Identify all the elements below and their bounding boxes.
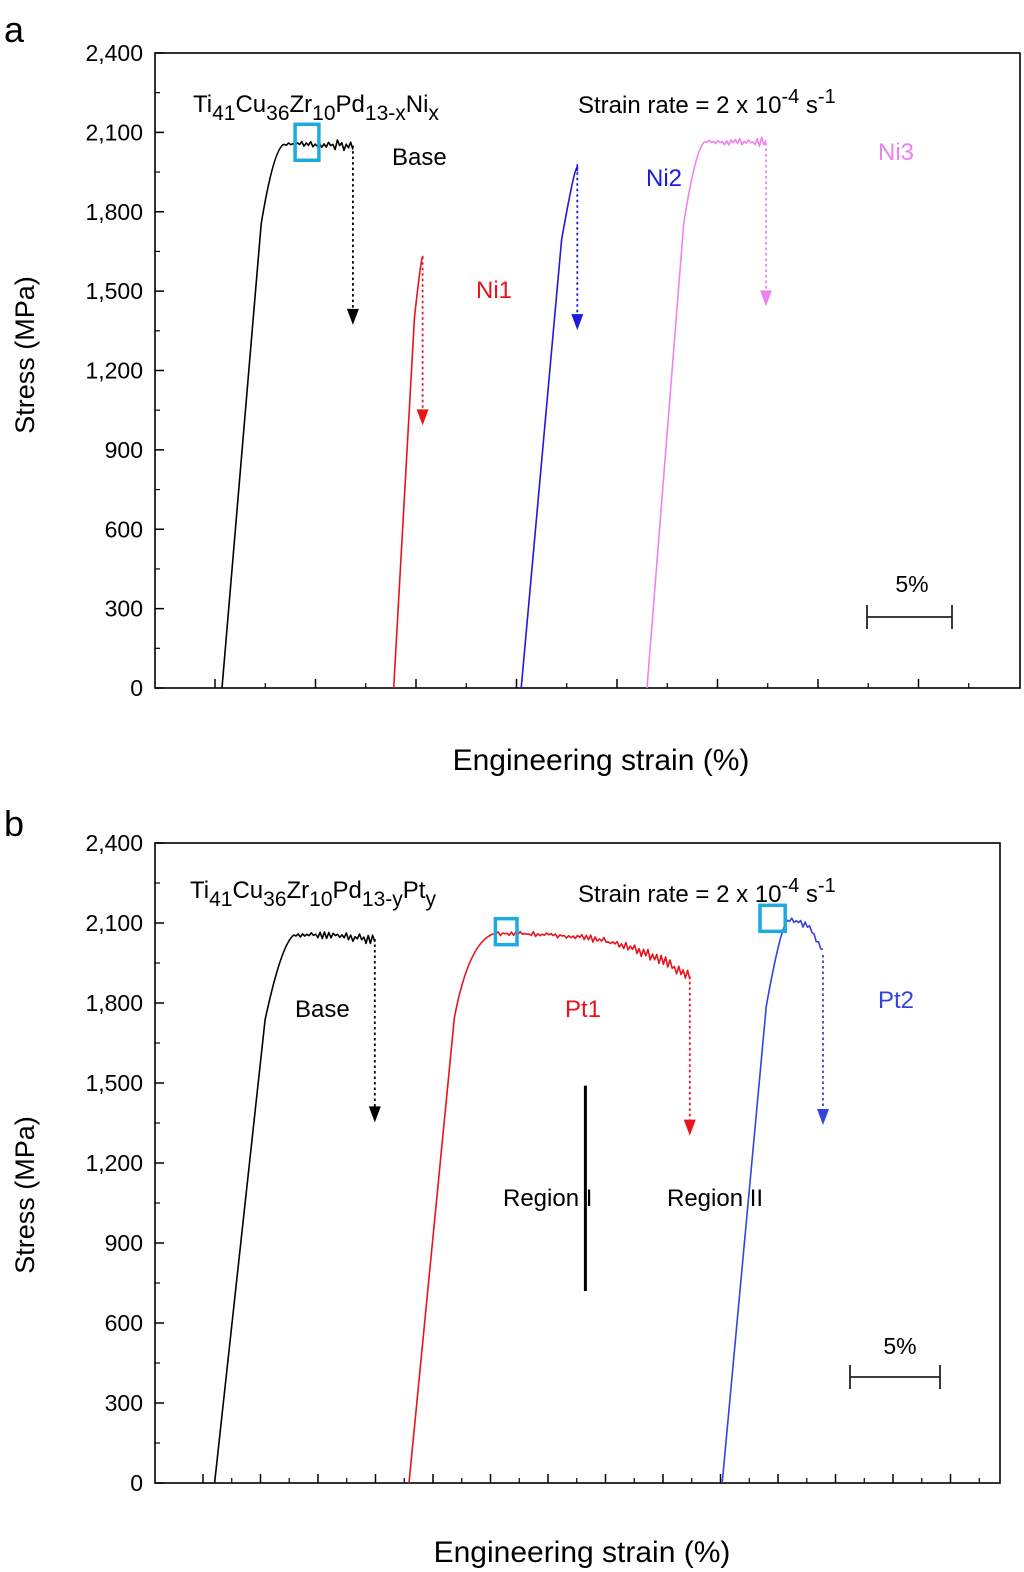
y-tick-label: 1,500 bbox=[85, 278, 143, 304]
series-label-ni2: Ni2 bbox=[646, 165, 682, 192]
y-tick-label: 0 bbox=[130, 1470, 143, 1496]
stress-strain-curve-pt1 bbox=[408, 930, 691, 1483]
fracture-arrow-head-base bbox=[346, 308, 359, 325]
series-label-pt2: Pt2 bbox=[878, 987, 914, 1014]
y-tick-label: 1,200 bbox=[85, 358, 143, 384]
panel-letter-b: b bbox=[4, 803, 24, 844]
y-tick-label: 1,500 bbox=[85, 1070, 143, 1096]
strain-rate-label-a: Strain rate = 2 x 10-4 s-1 bbox=[578, 86, 836, 119]
stress-strain-curve-base bbox=[221, 139, 354, 688]
y-tick-label: 600 bbox=[105, 516, 143, 542]
panel-a: a 0 300 600 900 1,200 1,500 1,800 2,100 2,400 St… bbox=[4, 9, 1021, 777]
y-tick-label: 1,800 bbox=[85, 990, 143, 1016]
series-label-base: Base bbox=[295, 996, 350, 1023]
composition-label-a: Ti41Cu36Zr10Pd13-xNix bbox=[193, 91, 439, 125]
y-tick-label: 2,100 bbox=[85, 910, 143, 936]
series-labels-a: Base Ni1 Ni2 Ni3 bbox=[293, 122, 914, 304]
series-group-a bbox=[221, 136, 772, 688]
series-labels-b: Base Pt1 Pt2 bbox=[295, 903, 914, 1023]
y-axis-label-a: Stress (MPa) bbox=[10, 276, 40, 434]
highlight-box-pt1 bbox=[493, 916, 519, 947]
y-tick-label: 900 bbox=[105, 1230, 143, 1256]
fracture-arrow-head-pt2 bbox=[817, 1109, 829, 1125]
region-label-2: Region II bbox=[667, 1185, 763, 1212]
y-tick-label: 1,800 bbox=[85, 199, 143, 225]
series-label-ni3: Ni3 bbox=[878, 139, 914, 166]
x-axis-label-a: Engineering strain (%) bbox=[453, 744, 750, 777]
x-axis-a bbox=[214, 679, 970, 688]
y-axis-b: 0 300 600 900 1,200 1,500 1,800 2,100 2,400 bbox=[85, 830, 164, 1496]
series-label-base: Base bbox=[392, 144, 447, 171]
highlight-box-pt2 bbox=[758, 903, 787, 934]
y-tick-label: 1,200 bbox=[85, 1150, 143, 1176]
y-tick-label: 2,400 bbox=[85, 830, 143, 856]
fracture-arrow-head-ni2 bbox=[571, 314, 584, 331]
scale-bar-label: 5% bbox=[883, 1333, 916, 1359]
x-axis-label-b: Engineering strain (%) bbox=[434, 1536, 731, 1569]
fracture-arrow-head-pt1 bbox=[683, 1119, 696, 1136]
y-tick-label: 300 bbox=[105, 1390, 143, 1416]
y-tick-label: 2,400 bbox=[85, 40, 143, 66]
region-annotations-b: Region I Region II bbox=[503, 1085, 763, 1291]
x-axis-b bbox=[202, 1474, 980, 1483]
fracture-arrow-head-ni3 bbox=[760, 290, 772, 307]
panel-b: b 0 300 600 900 1,200 1,500 1,800 2,100 2,400 St… bbox=[4, 803, 1001, 1569]
scale-bar-label: 5% bbox=[895, 571, 928, 597]
fracture-arrow-head-base bbox=[368, 1106, 381, 1123]
scale-bar-b: 5% bbox=[849, 1333, 941, 1389]
y-tick-label: 600 bbox=[105, 1310, 143, 1336]
y-tick-label: 2,100 bbox=[85, 119, 143, 145]
fracture-arrow-head-ni1 bbox=[416, 409, 429, 426]
stress-strain-curve-base bbox=[213, 931, 376, 1483]
strain-rate-label-b: Strain rate = 2 x 10-4 s-1 bbox=[578, 875, 836, 908]
scale-bar-a: 5% bbox=[866, 571, 953, 629]
series-group-b bbox=[213, 917, 829, 1483]
stress-strain-curve-pt2 bbox=[721, 917, 824, 1483]
region-label-1: Region I bbox=[503, 1185, 592, 1212]
y-axis-a: 0 300 600 900 1,200 1,500 1,800 2,100 2,400 bbox=[85, 40, 164, 701]
plot-frame-b bbox=[154, 842, 1001, 1484]
series-label-pt1: Pt1 bbox=[565, 996, 601, 1023]
y-tick-label: 0 bbox=[130, 675, 143, 701]
y-axis-label-b: Stress (MPa) bbox=[10, 1116, 40, 1274]
series-label-ni1: Ni1 bbox=[476, 277, 512, 304]
y-tick-label: 300 bbox=[105, 596, 143, 622]
stress-strain-curve-ni3 bbox=[646, 136, 767, 688]
stress-strain-curve-ni1 bbox=[392, 255, 424, 688]
highlight-box-base bbox=[293, 122, 321, 163]
composition-label-b: Ti41Cu36Zr10Pd13-yPty bbox=[190, 877, 436, 911]
y-tick-label: 900 bbox=[105, 437, 143, 463]
panel-letter-a: a bbox=[4, 9, 25, 50]
